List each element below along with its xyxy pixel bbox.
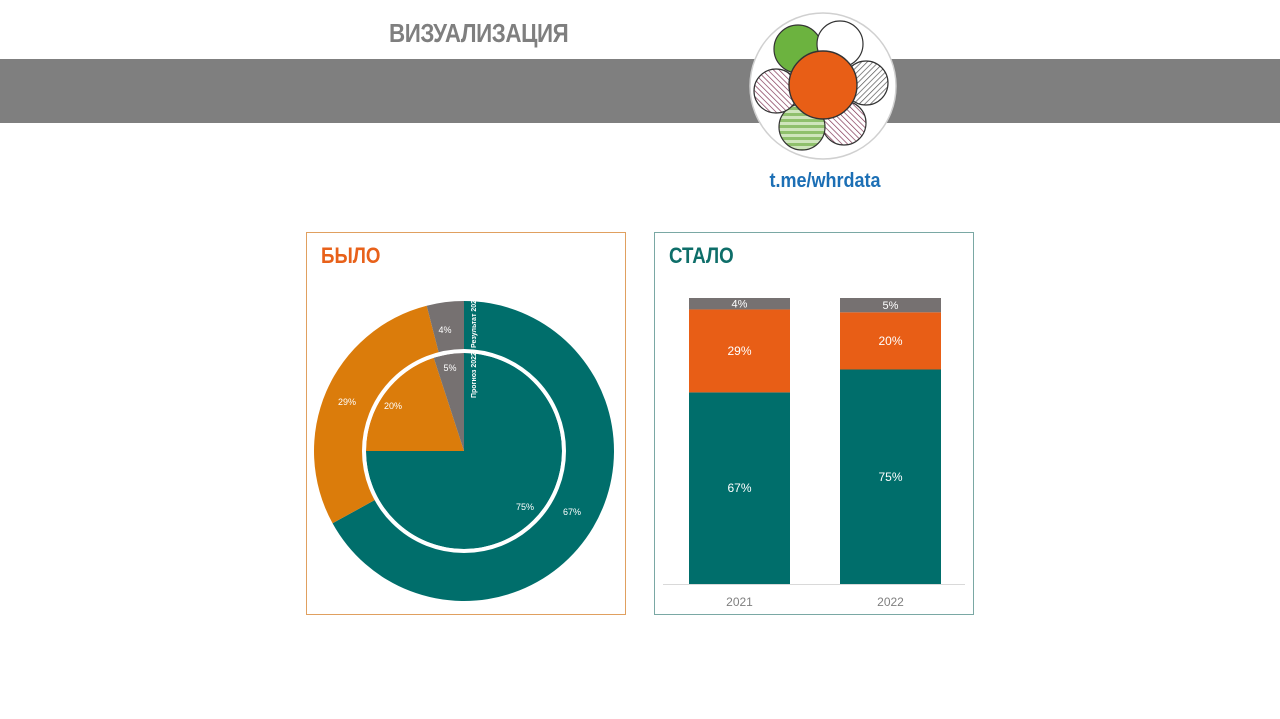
page-title: ВИЗУАЛИЗАЦИЯ <box>389 18 569 48</box>
inner-ring-slice-2 <box>433 353 464 451</box>
bar-2022-label-1: 20% <box>878 334 902 348</box>
bar-2022-label-2: 5% <box>883 300 899 312</box>
header-band <box>0 59 1280 123</box>
outer-ring-name: Результат 2021 <box>471 296 478 348</box>
before-panel-title: БЫЛО <box>321 243 381 268</box>
ring-separator <box>362 349 566 553</box>
bar-2022-segment-0 <box>840 369 941 584</box>
outer-ring-slice-1 <box>314 305 440 524</box>
x-tick-2022: 2022 <box>877 595 904 609</box>
inner-label-0: 75% <box>516 502 534 512</box>
outer-label-2: 4% <box>438 325 451 335</box>
bar-2022-segment-2 <box>840 298 941 313</box>
bar-2022-label-0: 75% <box>878 470 902 484</box>
outer-ring-slice-2 <box>426 301 464 355</box>
inner-label-2: 5% <box>443 363 456 373</box>
bar-2021-label-0: 67% <box>727 481 751 495</box>
inner-ring-name: Прогноз 2022 <box>471 352 478 398</box>
after-panel: СТАЛО 67% 29% 4% 2021 75% 20% 5% 2022 <box>654 232 974 615</box>
after-panel-title: СТАЛО <box>669 243 734 268</box>
bar-2021-label-1: 29% <box>727 344 751 358</box>
outer-ring-slice-0 <box>332 301 614 601</box>
telegram-link[interactable]: t.me/whrdata <box>769 170 881 192</box>
outer-label-0: 67% <box>563 507 581 517</box>
bar-2021-segment-1 <box>689 309 790 393</box>
whrdata-logo <box>749 12 897 160</box>
outer-label-1: 29% <box>338 397 356 407</box>
nested-donut-chart: 67% 29% 4% 75% 20% 5% Результат 2021 Прогноз 20… <box>314 296 614 601</box>
stacked-bar-chart: 67% 29% 4% 2021 75% 20% 5% 2022 <box>663 298 965 609</box>
inner-ring-slice-1 <box>366 357 464 451</box>
bar-2021-label-2: 4% <box>732 299 748 311</box>
bar-2022-segment-1 <box>840 312 941 370</box>
x-tick-2021: 2021 <box>726 595 753 609</box>
inner-label-1: 20% <box>384 401 402 411</box>
before-panel: БЫЛО 67% 29% 4% 75% 20% 5% Результат 2021 Прогн… <box>306 232 626 615</box>
bar-2021-segment-0 <box>689 392 790 584</box>
bar-2021-segment-2 <box>689 298 790 310</box>
